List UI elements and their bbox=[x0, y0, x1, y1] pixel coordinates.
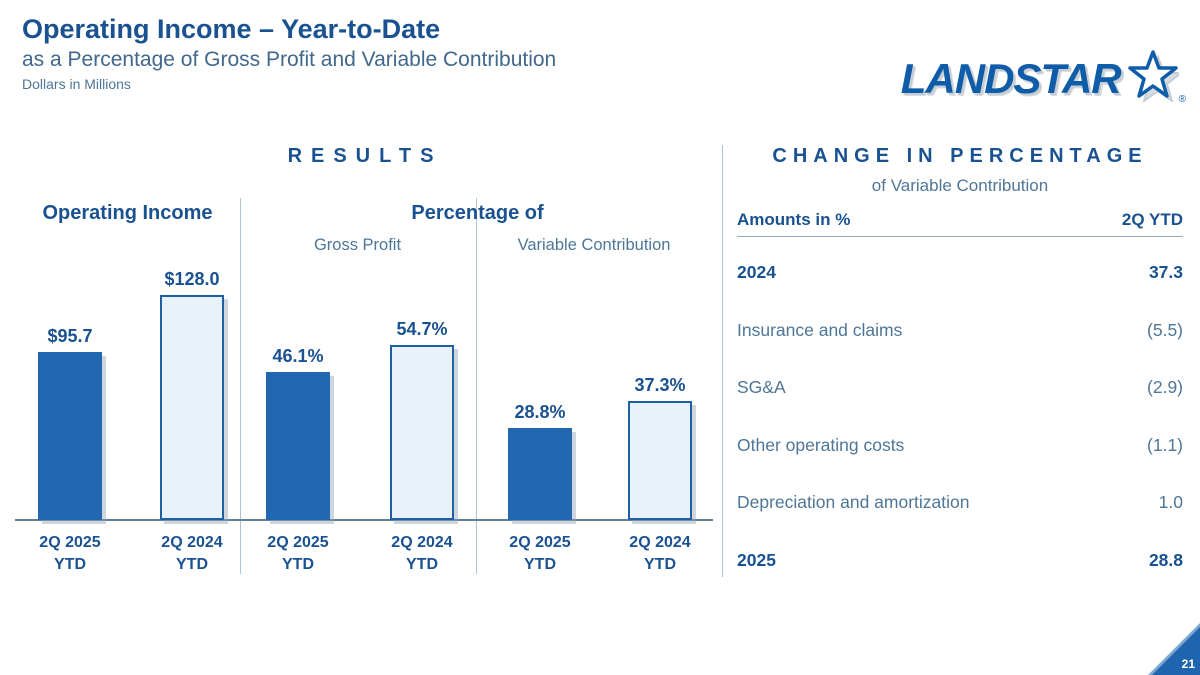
bar-gross-profit-pct-2025: 46.1% bbox=[266, 346, 330, 520]
bar-variable-contribution-pct-2024: 37.3% bbox=[628, 375, 692, 520]
page-title: Operating Income – Year-to-Date bbox=[22, 14, 441, 44]
bar-operating-income-2024: $128.0 bbox=[160, 269, 224, 520]
row-value: 1.0 bbox=[1158, 492, 1183, 512]
table-row-sga: SG&A (2.9) bbox=[737, 377, 1183, 401]
results-section-header: RESULTS bbox=[287, 145, 443, 167]
row-value: (2.9) bbox=[1147, 377, 1183, 397]
axis-label: 2Q 2025 YTD bbox=[509, 534, 571, 573]
axis-label: 2Q 2024 YTD bbox=[391, 534, 453, 573]
axis-label: 2Q 2024 YTD bbox=[161, 534, 223, 573]
row-value: 37.3 bbox=[1148, 262, 1183, 282]
bar bbox=[390, 344, 454, 520]
bar-value-label: 37.3% bbox=[634, 374, 686, 395]
star-icon bbox=[1127, 50, 1184, 107]
table-row-other-operating-costs: Other operating costs (1.1) bbox=[737, 435, 1183, 459]
row-label: Depreciation and amortization bbox=[737, 492, 970, 512]
chart-subtitle-gross-profit: Gross Profit bbox=[313, 236, 402, 254]
axis-label: 2Q 2024 YTD bbox=[629, 534, 691, 573]
bar-value-label: 28.8% bbox=[514, 401, 566, 422]
bar bbox=[266, 372, 330, 520]
bar-value-label: $128.0 bbox=[164, 268, 220, 289]
chart-subtitle-variable-contribution: Variable Contribution bbox=[517, 236, 671, 254]
chart-baseline bbox=[15, 519, 713, 521]
bar bbox=[628, 400, 692, 520]
bar bbox=[508, 427, 572, 520]
page-subtitle: as a Percentage of Gross Profit and Vari… bbox=[22, 48, 557, 71]
row-label: 2025 bbox=[737, 549, 776, 570]
panel-divider bbox=[722, 145, 723, 577]
row-value: (5.5) bbox=[1147, 319, 1183, 340]
bar bbox=[160, 294, 224, 520]
change-table-header: Amounts in % 2Q YTD bbox=[737, 210, 1183, 230]
row-label: Other operating costs bbox=[737, 434, 905, 455]
change-table: 2024 37.3 Insurance and claims (5.5) SG&… bbox=[737, 262, 1183, 607]
row-value: (1.1) bbox=[1147, 434, 1183, 455]
table-row-2025: 2025 28.8 bbox=[737, 550, 1183, 574]
change-table-col-label: Amounts in % bbox=[737, 210, 851, 229]
bar-value-label: 46.1% bbox=[272, 346, 324, 367]
bar-value-label: 54.7% bbox=[396, 318, 448, 339]
change-section-subheader: of Variable Contribution bbox=[871, 176, 1049, 195]
table-row-depreciation: Depreciation and amortization 1.0 bbox=[737, 492, 1183, 516]
registered-mark: ® bbox=[1178, 94, 1186, 105]
chart-group-divider bbox=[476, 198, 477, 574]
bar bbox=[38, 351, 102, 520]
change-table-rule bbox=[737, 236, 1183, 237]
landstar-logo-text: LANDSTAR bbox=[900, 54, 1122, 102]
table-row-insurance: Insurance and claims (5.5) bbox=[737, 320, 1183, 344]
chart-title-operating-income: Operating Income bbox=[42, 202, 213, 224]
bar-operating-income-2025: $95.7 bbox=[38, 326, 102, 520]
chart-group-divider bbox=[240, 198, 241, 574]
row-label: 2024 bbox=[737, 262, 776, 282]
axis-label: 2Q 2025 YTD bbox=[39, 534, 101, 573]
bar-value-label: $95.7 bbox=[47, 325, 93, 346]
bar-gross-profit-pct-2024: 54.7% bbox=[390, 319, 454, 520]
units-note: Dollars in Millions bbox=[22, 76, 131, 92]
table-row-2024: 2024 37.3 bbox=[737, 262, 1183, 286]
row-label: Insurance and claims bbox=[737, 319, 903, 340]
row-label: SG&A bbox=[737, 377, 786, 397]
change-table-col-value: 2Q YTD bbox=[1121, 210, 1183, 229]
landstar-logo: LANDSTAR ® bbox=[901, 50, 1186, 107]
bar-variable-contribution-pct-2025: 28.8% bbox=[508, 402, 572, 520]
row-value: 28.8 bbox=[1148, 549, 1183, 570]
page-number: 21 bbox=[1181, 657, 1195, 671]
corner-triangle bbox=[1152, 627, 1200, 675]
axis-label: 2Q 2025 YTD bbox=[267, 534, 329, 573]
chart-title-percentage-of: Percentage of bbox=[411, 202, 544, 224]
change-section-header: CHANGE IN PERCENTAGE bbox=[772, 145, 1148, 167]
